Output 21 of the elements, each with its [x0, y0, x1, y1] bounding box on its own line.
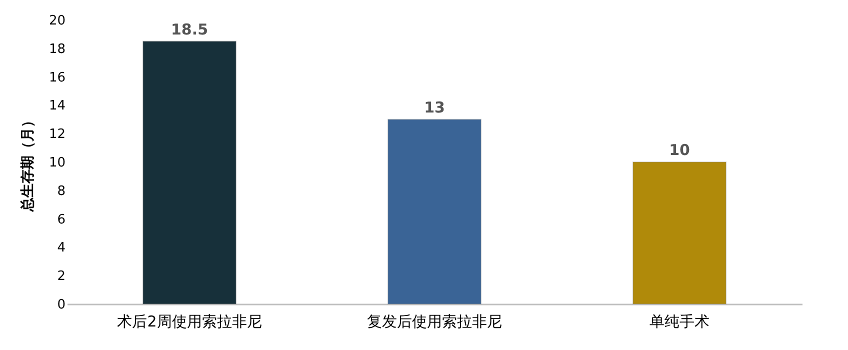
- data-label: 13: [424, 98, 445, 116]
- y-tick-label: 12: [48, 127, 66, 142]
- bar: [632, 162, 727, 304]
- y-tick-label: 14: [48, 98, 66, 114]
- y-tick-label: 16: [48, 70, 66, 86]
- y-tick-label: 20: [48, 14, 66, 28]
- y-tick-label: 2: [57, 269, 66, 284]
- y-tick-label: 18: [48, 42, 66, 57]
- x-tick-label: 单纯手术: [650, 312, 710, 330]
- y-tick-label: 4: [57, 240, 66, 256]
- x-tick-label: 复发后使用索拉非尼: [367, 312, 502, 330]
- y-tick-label: 10: [48, 156, 66, 170]
- x-tick-label: 术后2周使用索拉非尼: [117, 312, 262, 330]
- bar: [142, 40, 237, 304]
- y-axis-title: 总生存期（月）: [20, 114, 36, 212]
- bar: [387, 118, 482, 304]
- y-tick-label: 8: [57, 184, 66, 199]
- y-tick-label: 0: [57, 298, 66, 312]
- y-tick-label: 6: [57, 212, 66, 228]
- data-label: 10: [669, 141, 690, 159]
- data-label: 18.5: [170, 20, 208, 38]
